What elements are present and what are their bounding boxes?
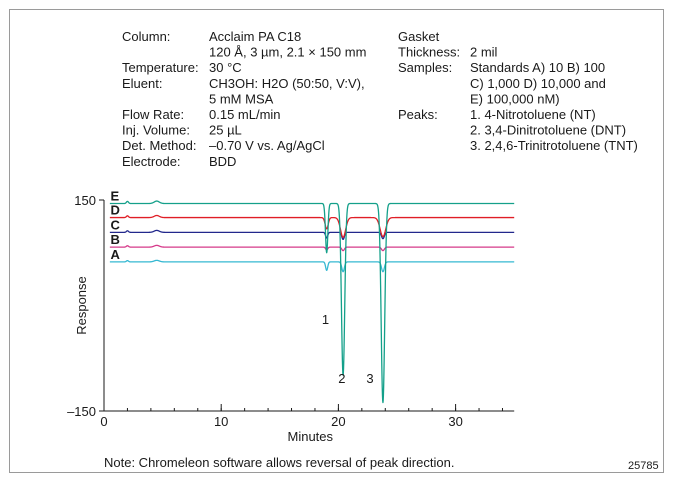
condition-right-value-1-0: 2 mil bbox=[470, 45, 498, 60]
x-tick-label: 20 bbox=[331, 414, 345, 429]
condition-right-value-3-0: 1. 4-Nitrotoluene (NT) bbox=[470, 107, 596, 122]
x-tick-label: 30 bbox=[448, 414, 462, 429]
condition-value-0-0: Acclaim PA C18 bbox=[209, 29, 301, 44]
condition-label-6: Electrode: bbox=[122, 154, 181, 169]
condition-label-4: Inj. Volume: bbox=[122, 123, 190, 138]
x-axis-label: Minutes bbox=[288, 429, 334, 444]
trace-c bbox=[109, 229, 515, 241]
condition-value-1-0: 30 °C bbox=[209, 60, 242, 75]
footnote: Note: Chromeleon software allows reversa… bbox=[104, 455, 454, 470]
trace-label-e: E bbox=[110, 189, 119, 204]
x-tick-label: 10 bbox=[214, 414, 228, 429]
condition-label-0: Column: bbox=[122, 29, 170, 44]
condition-right-label-3: Peaks: bbox=[398, 107, 438, 122]
peak-label-3: 3 bbox=[366, 371, 373, 386]
condition-value-5-0: –0.70 V vs. Ag/AgCl bbox=[209, 138, 325, 153]
y-tick-label: 150 bbox=[74, 193, 96, 208]
condition-right-label-0: Gasket bbox=[398, 29, 440, 44]
peak-label-1: 1 bbox=[322, 312, 329, 327]
condition-value-6-0: BDD bbox=[209, 154, 236, 169]
x-tick-label: 0 bbox=[100, 414, 107, 429]
peak-label-2: 2 bbox=[338, 371, 345, 386]
trace-e bbox=[109, 200, 515, 404]
condition-value-2-1: 5 mM MSA bbox=[209, 91, 274, 106]
condition-right-label-2: Samples: bbox=[398, 60, 452, 75]
trace-label-c: C bbox=[110, 217, 120, 232]
condition-label-2: Eluent: bbox=[122, 76, 162, 91]
trace-d bbox=[109, 214, 515, 238]
condition-value-4-0: 25 µL bbox=[209, 123, 242, 138]
condition-value-2-0: CH3OH: H2O (50:50, V:V), bbox=[209, 76, 365, 91]
condition-right-value-2-0: Standards A) 10 B) 100 bbox=[470, 60, 605, 75]
condition-right-value-2-1: C) 1,000 D) 10,000 and bbox=[470, 76, 606, 91]
trace-b bbox=[109, 244, 515, 252]
y-axis-label: Response bbox=[74, 276, 89, 335]
figure-frame bbox=[9, 9, 664, 473]
trace-a bbox=[109, 259, 515, 273]
condition-right-label-1: Thickness: bbox=[398, 45, 460, 60]
condition-label-1: Temperature: bbox=[122, 60, 199, 75]
condition-right-value-2-2: E) 100,000 nM) bbox=[470, 91, 560, 106]
condition-right-value-3-2: 3. 2,4,6-Trinitrotoluene (TNT) bbox=[470, 138, 638, 153]
figure-id: 25785 bbox=[628, 460, 659, 472]
condition-value-0-1: 120 Å, 3 µm, 2.1 × 150 mm bbox=[209, 45, 366, 60]
chart-axes: 150 –150 0 10 20 30 Minutes Response bbox=[67, 193, 515, 444]
condition-label-3: Flow Rate: bbox=[122, 107, 184, 122]
trace-label-b: B bbox=[110, 232, 119, 247]
condition-value-3-0: 0.15 mL/min bbox=[209, 107, 281, 122]
y-tick-label: –150 bbox=[67, 404, 96, 419]
condition-label-5: Det. Method: bbox=[122, 138, 196, 153]
condition-right-value-3-1: 2. 3,4-Dinitrotoluene (DNT) bbox=[470, 123, 626, 138]
trace-label-d: D bbox=[110, 203, 119, 218]
chart-series bbox=[109, 200, 515, 404]
trace-label-a: A bbox=[110, 247, 120, 262]
